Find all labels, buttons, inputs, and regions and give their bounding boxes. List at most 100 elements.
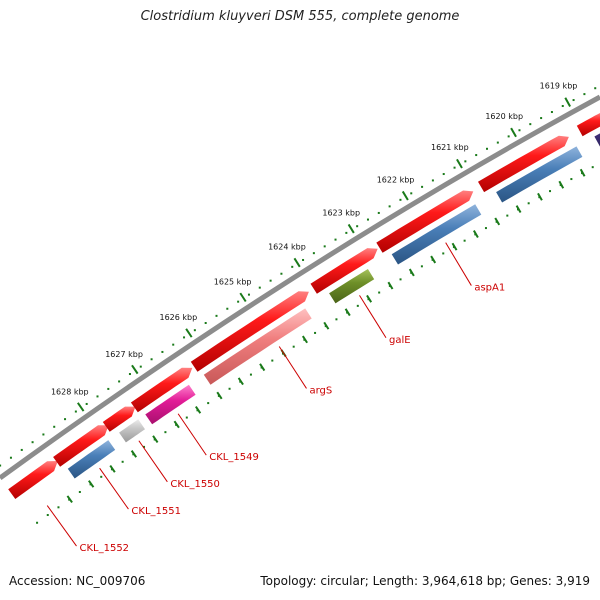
gene-ckl-1549	[145, 384, 196, 425]
ruler-label: 1622 kbp	[377, 175, 415, 184]
ruler-dot	[378, 291, 381, 294]
ruler-dot	[356, 304, 359, 307]
ruler-dot	[399, 198, 402, 201]
ruler-tick	[472, 230, 479, 238]
ruler-dot	[518, 129, 521, 132]
ruler-dot	[506, 214, 509, 217]
ruler-tick	[494, 217, 501, 226]
ruler-label: 1626 kbp	[160, 313, 198, 322]
gene-cds	[102, 406, 136, 432]
ruler-tick	[109, 465, 116, 473]
ruler-dot	[484, 227, 487, 230]
ruler-dot	[121, 460, 124, 463]
ruler-dot	[486, 147, 489, 150]
ruler-dot	[314, 331, 317, 334]
ruler-dot	[204, 322, 207, 325]
ruler-dot	[46, 514, 49, 517]
ruler-dot	[475, 154, 478, 157]
ruler-dot	[550, 111, 553, 114]
ruler-dot	[594, 87, 597, 90]
leader-line	[177, 413, 207, 456]
ruler-dot	[269, 279, 272, 282]
ruler-dot	[529, 123, 532, 126]
gene-cds	[130, 367, 193, 413]
ruler-label: 1625 kbp	[214, 277, 252, 286]
gene-cds-blue	[496, 146, 583, 203]
ruler-dot	[249, 373, 252, 376]
ruler-dot	[291, 265, 294, 268]
ruler-dot	[74, 410, 77, 413]
gene-cds	[53, 425, 109, 467]
gene-ckl-1550	[119, 419, 145, 443]
ruler-dot	[150, 358, 153, 361]
ruler-tick	[347, 223, 355, 234]
map-title: Clostridium kluyveri DSM 555, complete g…	[140, 9, 460, 24]
ruler-label: 1623 kbp	[322, 209, 360, 218]
ruler-tick	[216, 391, 223, 400]
ruler-dot	[302, 258, 305, 261]
ruler-tick	[537, 192, 543, 201]
ruler-tick	[366, 294, 373, 303]
ruler-dot	[280, 272, 283, 275]
ruler-tick	[66, 495, 73, 504]
gene-cds	[8, 461, 58, 499]
leader-line	[138, 440, 168, 483]
label-aspa1: aspA1	[474, 283, 505, 294]
ruler-dot	[207, 402, 210, 405]
gene-args	[203, 308, 312, 385]
ruler-dot	[183, 336, 186, 339]
ruler-dot	[496, 141, 499, 144]
ruler-dot	[323, 245, 326, 248]
ruler-dot	[215, 314, 218, 317]
gene-cds	[478, 135, 569, 193]
ruler-tick	[88, 480, 95, 488]
ruler-dot	[540, 117, 543, 120]
gene-cds-purple	[594, 133, 600, 147]
ruler-dot	[164, 431, 167, 434]
gene-cds	[310, 248, 378, 294]
ruler-dot	[399, 278, 402, 281]
genome-backbone	[0, 94, 600, 481]
ruler-tick	[237, 377, 244, 386]
ruler-tick	[301, 335, 308, 344]
ruler-tick	[387, 281, 394, 290]
gene-track	[8, 112, 600, 499]
gene-cds	[190, 291, 309, 372]
ruler-tick	[456, 158, 463, 169]
ruler-dot	[549, 190, 552, 193]
gene-cds	[376, 190, 474, 253]
ruler-dot	[226, 307, 229, 310]
ruler-dot	[410, 192, 413, 195]
ruler-tick	[131, 364, 139, 375]
gene-gale	[329, 269, 375, 304]
ruler-dot	[20, 448, 23, 451]
ruler-dot	[420, 265, 423, 268]
leader-line	[359, 295, 387, 339]
ruler-dot	[345, 231, 348, 234]
label-ckl-1552: CKL_1552	[79, 543, 129, 554]
ruler-tick	[152, 435, 159, 443]
ruler-dot	[237, 300, 240, 303]
ruler-dot	[161, 350, 164, 353]
ruler-dot	[572, 99, 575, 102]
leader-line	[445, 242, 472, 286]
ruler-tick	[430, 255, 437, 264]
genome-summary: Topology: circular; Length: 3,964,618 bp…	[260, 574, 590, 588]
ruler-tick	[401, 190, 409, 201]
ruler-tick	[173, 420, 180, 429]
ruler-dot	[185, 416, 188, 419]
ruler-dot	[85, 402, 88, 405]
ruler-dot	[258, 286, 261, 289]
ruler-dot	[312, 252, 315, 255]
ruler-dot	[442, 173, 445, 176]
ruler-label: 1619 kbp	[540, 82, 578, 91]
ruler-dot	[377, 211, 380, 214]
ruler-dot	[78, 490, 81, 493]
ruler-dot	[0, 464, 2, 467]
ruler-tick	[239, 292, 247, 303]
ruler-dot	[9, 456, 12, 459]
ruler-tick	[185, 328, 193, 338]
ruler-tick	[564, 97, 571, 108]
ruler-tick	[195, 406, 202, 414]
